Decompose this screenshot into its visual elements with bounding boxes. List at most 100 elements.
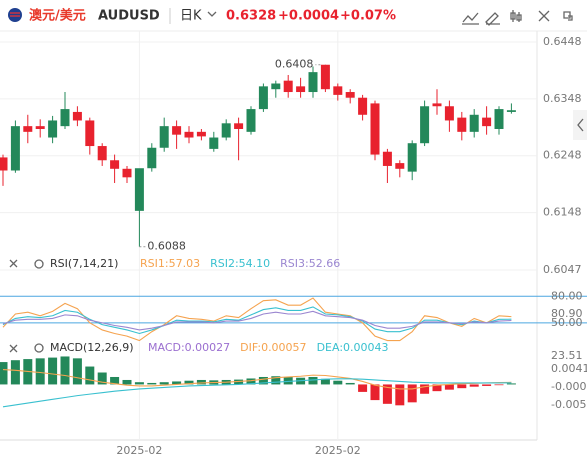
macd-bar (370, 384, 380, 401)
symbol: AUDUSD (98, 9, 160, 24)
candle-body (134, 168, 144, 211)
candle-body (0, 157, 8, 171)
macd-bar (110, 376, 120, 385)
rsi-title: RSI(7,14,21) (50, 257, 118, 270)
candle-body (370, 103, 380, 155)
legend-entry: RSI1:57.03 (140, 257, 200, 270)
candle-body (10, 126, 20, 171)
side-arrow[interactable] (577, 118, 584, 132)
macd-bar (395, 384, 405, 406)
macd-bar (320, 378, 330, 385)
pair-name: 澳元/美元 (29, 8, 86, 24)
settings-button[interactable] (563, 11, 573, 21)
candle-body (23, 126, 33, 132)
candle-body (172, 126, 182, 135)
macd-bar (345, 382, 355, 385)
y-tick-label: -0.00552 (551, 398, 587, 411)
macd-bar (159, 382, 169, 385)
macd-bar (134, 382, 144, 385)
settings-macd[interactable] (34, 343, 44, 353)
macd-bar (482, 384, 492, 386)
candle-body (345, 92, 355, 98)
macd-bar (258, 376, 268, 385)
macd-bar (147, 382, 157, 385)
period[interactable]: 日K (180, 9, 202, 24)
rsi-header: RSI(7,14,21) (9, 257, 118, 270)
x-tick-label: 2025-02 (116, 444, 162, 457)
macd-bar (234, 379, 244, 385)
legend-entry: MACD:0.00027 (148, 341, 230, 354)
candle-body (35, 126, 45, 129)
change-pct: +0.07% (340, 9, 396, 24)
macd-bar (0, 362, 8, 385)
candle-body (432, 103, 442, 107)
candle-body (506, 110, 516, 112)
close-rsi[interactable] (9, 259, 18, 268)
y-tick-label: 0.6047 (543, 263, 582, 276)
candle-body (444, 106, 454, 121)
change: +0.0004 (278, 9, 339, 24)
y-tick-label: -0.00067 (551, 380, 587, 393)
macd-line (2, 368, 512, 390)
candle-body (283, 80, 293, 93)
candle-body (159, 126, 169, 148)
macd-bar (420, 384, 430, 394)
draw-button[interactable] (485, 12, 500, 26)
side-tab[interactable] (573, 110, 587, 140)
candle-body (196, 131, 206, 137)
candle-body (60, 109, 70, 127)
macd-bar (457, 384, 467, 389)
rsi-line (2, 306, 512, 335)
macd-bar (308, 376, 318, 385)
candle-body (395, 163, 405, 169)
candle-body (209, 137, 219, 149)
macd-bar (48, 357, 58, 385)
macd-bar (407, 384, 417, 403)
candle-body (147, 147, 157, 169)
rsi-line (2, 310, 512, 331)
settings-rsi[interactable] (34, 259, 44, 269)
macd-bar (72, 358, 82, 385)
macd-bar (444, 384, 454, 390)
candle-body (358, 97, 368, 115)
macd-bar (358, 384, 368, 392)
macd-bar (10, 360, 20, 385)
candle-body (221, 123, 231, 138)
legend-entry: RSI3:52.66 (280, 257, 340, 270)
indicator-button[interactable] (462, 12, 479, 25)
min-label: 23.51 (551, 349, 583, 362)
min-label: 0.6088 (147, 240, 186, 253)
y-tick-label: 0.6448 (543, 35, 582, 48)
macd-title: MACD(12,26,9) (50, 341, 134, 354)
macd-bar (60, 356, 70, 385)
macd-bar (506, 383, 516, 385)
candle-body (308, 72, 318, 93)
candle-body (457, 117, 467, 132)
macd-bar (494, 384, 504, 386)
macd-header: MACD(12,26,9) (9, 341, 134, 354)
candle-body (407, 143, 417, 172)
price: 0.6328 (226, 9, 276, 24)
rsi-line (2, 297, 512, 342)
fullscreen-button[interactable] (538, 10, 550, 22)
candle-body (85, 120, 95, 147)
macd-bar (184, 380, 194, 385)
close-macd[interactable] (9, 344, 18, 353)
candle-body (110, 160, 120, 169)
candle-body (97, 146, 107, 161)
candle-body (482, 117, 492, 127)
macd-line (2, 378, 512, 408)
candle-body (72, 111, 82, 121)
y-tick-label: 0.00418 (551, 362, 587, 375)
max-label: 80.90 (551, 307, 583, 320)
candle-body (258, 86, 268, 110)
period-dropdown[interactable] (207, 11, 217, 17)
candle-body (494, 109, 504, 129)
macd-bar (333, 380, 343, 385)
macd-bar (97, 372, 107, 385)
chart-type-button[interactable] (510, 10, 522, 22)
candle-body (122, 168, 132, 178)
y-tick-label: 80.00 (551, 289, 583, 302)
flag-stripes (10, 12, 20, 17)
